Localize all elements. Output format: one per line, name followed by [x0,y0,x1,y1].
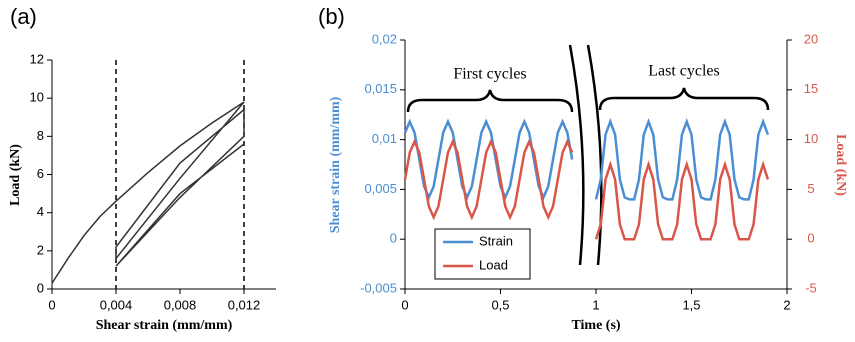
y-tick-label: 10 [30,90,44,105]
y2-tick-label: 0 [807,231,814,246]
x-tick-label: 0 [401,297,408,312]
x-axis-title: Shear strain (mm/mm) [96,318,233,333]
x-tick-label: 1,5 [682,297,700,312]
axis-break [568,44,585,266]
annotation: First cycles [453,66,526,83]
brace [598,87,770,111]
series-line [51,101,245,284]
x-tick-label: 2 [783,297,790,312]
x-axis-title: Time (s) [571,318,620,333]
x-tick-label: 0,5 [491,297,509,312]
y-tick-label: 0,01 [372,131,397,146]
y-tick-label: 2 [37,242,44,257]
x-tick-label: 0,008 [164,297,197,312]
y-tick-label: 0 [390,231,397,246]
y-tick-label: 0,02 [372,31,397,46]
y2-tick-label: 10 [804,131,818,146]
y2-tick-label: 15 [804,81,818,96]
annotation: Last cycles [648,63,720,80]
x-tick-label: 0,004 [100,297,133,312]
y-tick-label: 0,015 [364,81,397,96]
x-tick-label: 1 [592,297,599,312]
y-tick-label: 8 [37,128,44,143]
y-tick-label: 12 [30,51,44,66]
y-tick-label: 6 [37,166,44,181]
axis-break [586,44,603,266]
panel-label: (b) [318,4,345,29]
y2-tick-label: 5 [807,181,814,196]
legend-label: Strain [479,233,513,248]
y2-tick-label: -5 [805,280,817,295]
y2-axis-title: Load (kN) [833,134,848,196]
series-line [403,118,770,201]
legend-box [434,228,531,280]
y-tick-label: 4 [37,204,44,219]
y-tick-label: 0,005 [364,181,397,196]
panel-label: (a) [10,4,37,29]
series-line [403,138,770,241]
y2-tick-label: 20 [804,31,818,46]
y-tick-label: 0 [37,280,44,295]
brace [406,89,574,113]
y-axis-title: Load (kN) [8,144,23,206]
spacer [586,40,587,41]
x-tick-label: 0 [48,297,55,312]
x-tick-label: 0,012 [228,297,261,312]
y-tick-label: -0,005 [360,280,397,295]
y-axis-title: Shear strain (mm/mm) [328,96,343,233]
legend-label: Load [479,257,508,272]
